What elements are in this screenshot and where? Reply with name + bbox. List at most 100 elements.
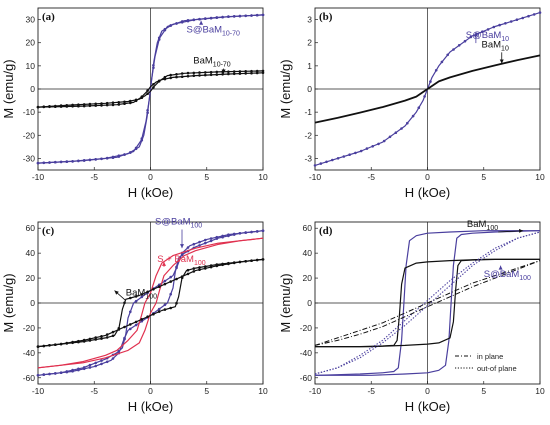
panel-label: (c) (42, 225, 55, 237)
data-point (71, 160, 74, 163)
y-tick-label: 1 (307, 61, 312, 71)
data-point (244, 260, 247, 263)
data-point (255, 69, 259, 73)
series-label-sub: 10 (501, 45, 509, 52)
x-tick-label: -5 (367, 386, 375, 396)
data-point (163, 75, 167, 79)
data-point (157, 285, 161, 289)
series-line (314, 231, 541, 375)
data-point (198, 268, 201, 272)
data-point (215, 237, 219, 240)
y-tick-label: 60 (303, 223, 313, 233)
data-point (175, 22, 178, 25)
x-tick-label: 10 (535, 172, 545, 182)
data-point (105, 333, 109, 336)
data-point (238, 14, 242, 18)
data-point (423, 95, 426, 98)
annotation-arrow-line (498, 230, 524, 233)
data-point (221, 262, 224, 266)
data-point (261, 71, 265, 75)
data-point (204, 73, 207, 77)
data-point (221, 73, 224, 76)
data-point (209, 264, 213, 267)
data-point (157, 80, 161, 83)
legend-label: out-of plane (477, 364, 517, 373)
data-point (238, 70, 242, 73)
y-tick-label: 0 (30, 298, 35, 308)
data-point (359, 149, 363, 153)
data-point (146, 290, 149, 294)
data-point (319, 162, 323, 165)
series-b-1 (314, 54, 541, 124)
data-point (117, 101, 121, 104)
data-point (42, 105, 46, 108)
y-axis-label: M (emu/g) (1, 273, 16, 332)
series-label-sub: 100 (194, 260, 206, 267)
data-point (255, 230, 259, 233)
data-point (186, 246, 190, 249)
x-axis-label: H (kOe) (128, 185, 174, 200)
y-tick-label: 40 (303, 248, 313, 258)
data-point (221, 15, 224, 19)
data-point (417, 106, 421, 109)
x-axis-label: H (kOe) (128, 399, 174, 414)
data-point (134, 147, 138, 151)
series-label-main: S@BaM (466, 30, 502, 41)
data-point (192, 71, 196, 75)
series-label: BaM10-70 (193, 56, 231, 69)
data-point (434, 69, 438, 72)
data-point (394, 131, 398, 134)
x-tick-label: -10 (32, 386, 45, 396)
data-point (180, 276, 184, 280)
y-tick-label: 10 (26, 61, 36, 71)
data-point (180, 72, 184, 75)
data-point (152, 83, 155, 86)
data-point (175, 75, 178, 79)
data-point (157, 307, 161, 311)
data-point (244, 14, 247, 18)
series-c-1 (37, 237, 264, 369)
data-point (140, 138, 144, 142)
data-point (71, 103, 74, 107)
data-point (152, 312, 155, 316)
panel-label: (b) (319, 11, 333, 23)
x-tick-label: -10 (32, 172, 45, 182)
y-tick-label: -60 (300, 373, 313, 383)
x-tick-label: -5 (90, 386, 98, 396)
series-label: BaM100 (467, 219, 498, 232)
y-tick-label: 20 (26, 38, 36, 48)
x-tick-label: 0 (425, 386, 430, 396)
data-point (429, 80, 432, 83)
data-point (382, 139, 386, 143)
data-point (492, 25, 496, 29)
data-point (111, 101, 115, 104)
y-axis-label: M (emu/g) (1, 59, 16, 118)
data-point (77, 103, 80, 106)
data-point (232, 70, 236, 73)
data-point (117, 154, 121, 157)
data-point (169, 73, 172, 77)
data-point (255, 71, 259, 75)
data-point (232, 233, 236, 236)
y-tick-label: 3 (307, 15, 312, 25)
y-tick-label: -2 (304, 130, 312, 140)
x-tick-label: 0 (148, 172, 153, 182)
data-point (250, 71, 253, 75)
data-point (146, 92, 149, 95)
data-point (105, 336, 109, 339)
data-point (469, 35, 473, 39)
data-point (209, 16, 213, 20)
data-point (255, 258, 259, 262)
data-point (186, 272, 190, 276)
y-tick-label: -20 (23, 323, 36, 333)
data-point (325, 160, 328, 164)
data-point (111, 357, 115, 360)
data-point (232, 72, 236, 76)
data-point (342, 155, 346, 158)
series-d-3 (314, 260, 541, 346)
data-point (250, 230, 253, 234)
x-axis-label: H (kOe) (405, 399, 451, 414)
y-tick-label: -40 (300, 348, 313, 358)
